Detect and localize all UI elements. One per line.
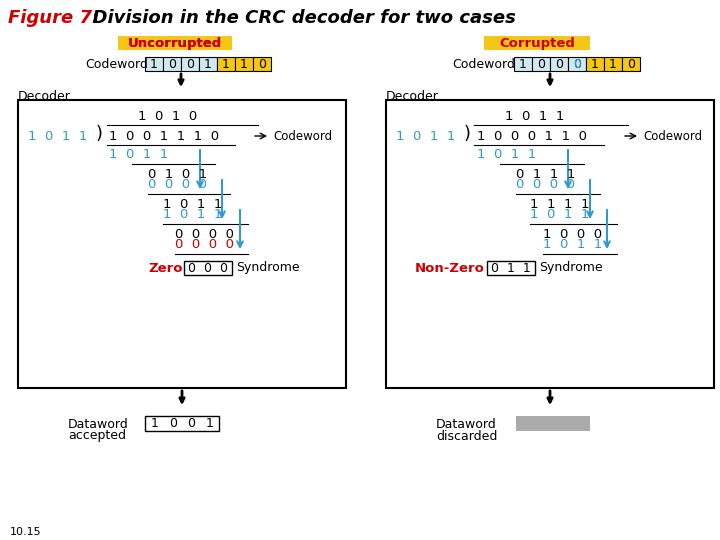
Text: Codeword: Codeword [643, 130, 702, 143]
Text: 0: 0 [187, 417, 195, 430]
Text: 1  0  1  1: 1 0 1 1 [543, 239, 603, 252]
Text: 0: 0 [627, 57, 635, 71]
Text: 0: 0 [537, 57, 545, 71]
Text: ): ) [464, 125, 471, 143]
Text: 1: 1 [204, 57, 212, 71]
Bar [181, 57, 199, 71]
Text: 0: 0 [555, 57, 563, 71]
Text: Figure 7:: Figure 7: [8, 9, 99, 27]
Text: Codeword: Codeword [85, 57, 148, 71]
Bar [586, 57, 604, 71]
Bar [550, 57, 568, 71]
Bar [484, 36, 590, 50]
Bar [235, 57, 253, 71]
Text: Uncorrupted: Uncorrupted [128, 37, 222, 50]
Text: 1  1  1  1: 1 1 1 1 [530, 198, 590, 211]
Text: 0: 0 [573, 57, 581, 71]
Text: 0  0  0: 0 0 0 [188, 261, 228, 274]
Text: 0: 0 [186, 57, 194, 71]
Text: 1: 1 [150, 57, 158, 71]
Text: 1: 1 [591, 57, 599, 71]
Text: 0  0  0  0: 0 0 0 0 [175, 239, 234, 252]
Text: 1  0  0  1  1  1  0: 1 0 0 1 1 1 0 [109, 130, 219, 143]
Text: Decoder: Decoder [18, 91, 71, 104]
Text: discarded: discarded [436, 429, 498, 442]
Bar [184, 261, 232, 275]
Text: 1: 1 [240, 57, 248, 71]
Bar [604, 57, 622, 71]
Text: 1: 1 [222, 57, 230, 71]
Bar [386, 100, 714, 388]
Text: 1: 1 [609, 57, 617, 71]
Bar [568, 57, 586, 71]
Bar [163, 57, 181, 71]
Text: Codeword: Codeword [452, 57, 515, 71]
Bar [18, 100, 346, 388]
Text: Zero: Zero [148, 261, 182, 274]
Text: 0: 0 [258, 57, 266, 71]
Text: 1  0  1  1: 1 0 1 1 [28, 130, 87, 143]
Text: 1  0  1  1: 1 0 1 1 [163, 198, 222, 211]
Text: Non-Zero: Non-Zero [415, 261, 485, 274]
Text: 1  0  1  1: 1 0 1 1 [109, 148, 168, 161]
Text: accepted: accepted [68, 429, 126, 442]
Bar [145, 57, 163, 71]
Text: Uncorrupted: Uncorrupted [128, 37, 222, 50]
Text: 0  0  0  0: 0 0 0 0 [516, 179, 575, 192]
Text: 0  1  0  1: 0 1 0 1 [148, 167, 207, 180]
Text: 1: 1 [519, 57, 527, 71]
Text: 0: 0 [168, 57, 176, 71]
Bar [217, 57, 235, 71]
Bar [514, 57, 532, 71]
Text: 1  0  1  1: 1 0 1 1 [477, 148, 536, 161]
Bar [145, 416, 219, 431]
Text: 0  1  1: 0 1 1 [491, 261, 531, 274]
Text: 0  0  0  0: 0 0 0 0 [148, 179, 207, 192]
Bar [532, 57, 550, 71]
Bar [516, 416, 590, 431]
Text: 0  0  0  0: 0 0 0 0 [175, 227, 234, 240]
Text: 0  1  1  1: 0 1 1 1 [516, 167, 575, 180]
Text: 10.15: 10.15 [10, 527, 42, 537]
Text: Syndrome: Syndrome [236, 261, 300, 274]
Text: 0: 0 [573, 57, 581, 71]
Bar [487, 261, 535, 275]
Text: Dataword: Dataword [436, 417, 497, 430]
Bar [622, 57, 640, 71]
Text: Decoder: Decoder [386, 91, 439, 104]
Text: ): ) [96, 125, 103, 143]
Text: 1  0  1  1: 1 0 1 1 [396, 130, 455, 143]
Text: 1  0  1  1: 1 0 1 1 [505, 110, 564, 123]
Text: Division in the CRC decoder for two cases: Division in the CRC decoder for two case… [80, 9, 516, 27]
Bar [253, 57, 271, 71]
Bar [199, 57, 217, 71]
Text: Dataword: Dataword [68, 417, 129, 430]
Text: 1  0  0  0  1  1  0: 1 0 0 0 1 1 0 [477, 130, 587, 143]
Bar [118, 36, 232, 50]
Text: Syndrome: Syndrome [539, 261, 603, 274]
Text: 1  0  1  1: 1 0 1 1 [530, 208, 590, 221]
Text: 1  0  0  0: 1 0 0 0 [543, 227, 602, 240]
Text: 1: 1 [150, 417, 158, 430]
Text: Codeword: Codeword [273, 130, 332, 143]
Text: 1: 1 [206, 417, 214, 430]
Text: 0: 0 [168, 417, 176, 430]
Text: 1  0  1  1: 1 0 1 1 [163, 208, 222, 221]
Text: Corrupted: Corrupted [499, 37, 575, 50]
Text: 1  0  1  0: 1 0 1 0 [138, 110, 197, 123]
